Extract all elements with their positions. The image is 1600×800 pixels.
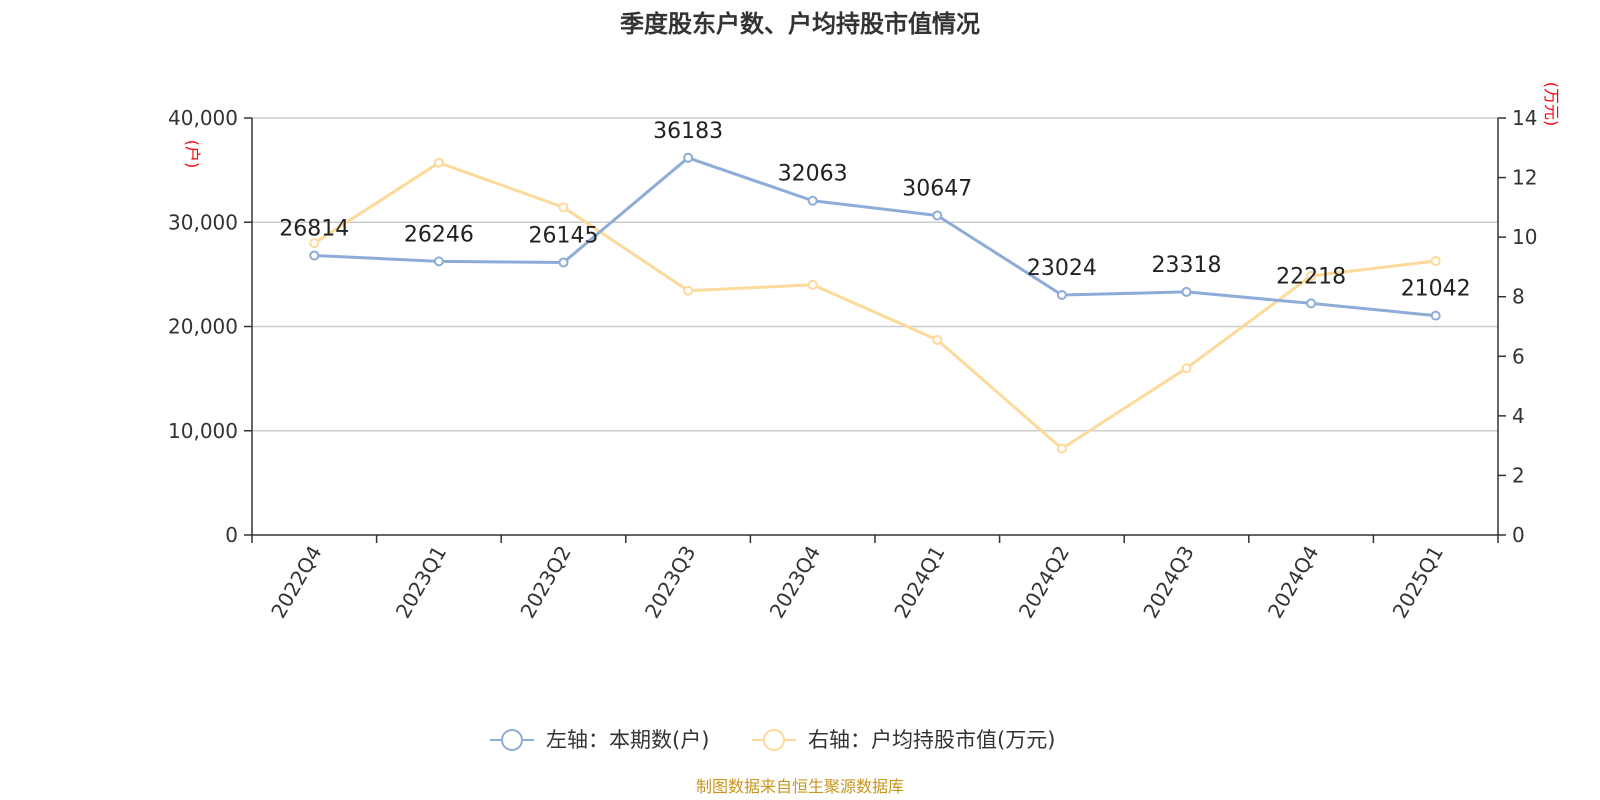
data-label: 26145	[529, 223, 599, 248]
right-series-point	[932, 334, 943, 345]
legend-left-swatch-marker	[501, 729, 523, 751]
data-label: 21042	[1401, 277, 1471, 302]
axes: 0 10,000 20,000 30,000 40,000 0 2 4 6 8 10 12 14 2022…	[168, 106, 1537, 622]
legend-item-left-series[interactable]: 左轴：本期数(户)	[490, 728, 709, 752]
x-axis-label: 2024Q3	[1138, 542, 1198, 623]
x-axis-label: 2023Q1	[391, 542, 451, 623]
left-axis-tick-label: 40,000	[168, 106, 238, 130]
legend-item-right-series[interactable]: 右轴：户均持股市值(万元)	[752, 728, 1055, 752]
legend-right-swatch-marker	[763, 729, 785, 751]
right-axis-tick-label: 10	[1512, 225, 1537, 249]
right-series-point	[683, 285, 694, 296]
data-label: 26814	[279, 216, 349, 241]
left-series-point	[1181, 286, 1192, 297]
x-axis-label: 2025Q1	[1388, 542, 1448, 623]
left-axis-tick-label: 30,000	[168, 210, 238, 234]
x-axis-label: 2024Q4	[1263, 542, 1323, 623]
left-series-point	[807, 195, 818, 206]
grid-lines	[252, 117, 1498, 432]
left-series-point	[1056, 289, 1067, 300]
right-series-point	[558, 202, 569, 213]
data-label: 23024	[1027, 256, 1097, 281]
x-axis-label: 2024Q2	[1014, 542, 1074, 623]
legend-left-label: 左轴：本期数(户)	[546, 728, 709, 752]
right-axis-tick-label: 14	[1512, 106, 1537, 130]
left-series-point	[1430, 310, 1441, 321]
left-series-point	[309, 250, 320, 261]
left-series-point	[1306, 298, 1317, 309]
data-label: 30647	[902, 177, 972, 202]
right-series-point	[1181, 363, 1192, 374]
data-label: 32063	[778, 162, 848, 187]
data-label: 22218	[1276, 264, 1346, 289]
right-axis-tick-label: 6	[1512, 344, 1525, 368]
left-axis-tick-label: 0	[225, 523, 238, 547]
left-axis-tick-label: 10,000	[168, 419, 238, 443]
legend: 左轴：本期数(户) 右轴：户均持股市值(万元)	[490, 728, 1055, 752]
chart-title: 季度股东户数、户均持股市值情况	[620, 10, 980, 38]
right-axis-tick-label: 0	[1512, 523, 1525, 547]
legend-right-label: 右轴：户均持股市值(万元)	[808, 728, 1055, 752]
x-axis-label: 2023Q2	[515, 542, 575, 623]
source-note: 制图数据来自恒生聚源数据库	[696, 777, 904, 796]
right-series-point	[1306, 270, 1317, 281]
x-axis-label: 2023Q3	[640, 542, 700, 623]
right-axis-unit: (万元)	[1542, 82, 1561, 127]
left-axis-unit: (户)	[183, 140, 202, 169]
left-series-line	[314, 156, 1436, 318]
data-label: 23318	[1152, 253, 1222, 278]
right-series-line	[313, 161, 1436, 451]
right-series-point	[433, 157, 444, 168]
right-axis-tick-label: 8	[1512, 285, 1525, 309]
x-axis-label: 2023Q4	[765, 542, 825, 623]
left-series-point	[683, 152, 694, 163]
right-series-point	[1056, 443, 1067, 454]
data-label: 36183	[653, 119, 723, 144]
x-axis-label: 2024Q1	[889, 542, 949, 623]
right-series-point	[309, 238, 320, 249]
x-axis-label: 2022Q4	[266, 542, 326, 623]
right-series-point	[807, 279, 818, 290]
left-series-point	[932, 210, 943, 221]
left-axis-tick-label: 20,000	[168, 315, 238, 339]
right-axis-tick-label: 12	[1512, 166, 1537, 190]
data-labels: 26814 26246 26145 36183 32063 30647 23024 23318…	[279, 119, 1470, 302]
left-series-point	[558, 257, 569, 268]
series	[309, 152, 1441, 454]
right-axis-tick-label: 4	[1512, 404, 1525, 428]
right-axis-tick-label: 2	[1512, 463, 1525, 487]
data-label: 26246	[404, 222, 474, 247]
right-series-point	[1430, 255, 1441, 266]
left-series-point	[433, 256, 444, 267]
